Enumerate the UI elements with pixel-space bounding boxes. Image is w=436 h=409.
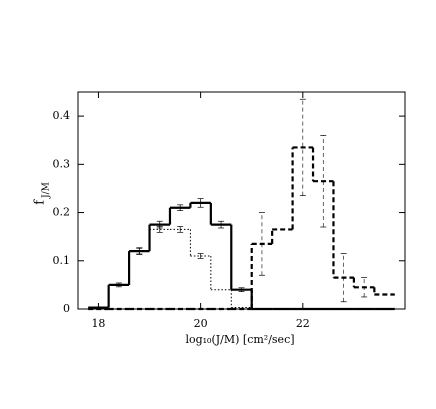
y-tick-label: 0.2 xyxy=(53,206,71,219)
y-tick-label: 0.4 xyxy=(53,109,71,122)
x-axis-label: log₁₀(J/M) [cm²/sec] xyxy=(185,333,294,346)
y-tick-label: 0.1 xyxy=(53,254,71,267)
y-axis-label-main: f xyxy=(33,199,48,205)
x-tick-label: 20 xyxy=(194,317,208,330)
y-tick-label: 0.3 xyxy=(53,157,71,170)
x-tick-label: 18 xyxy=(91,317,105,330)
y-axis-label-sub: J/M xyxy=(42,182,52,199)
x-tick-label: 22 xyxy=(296,317,310,330)
plot-frame xyxy=(77,91,406,310)
y-axis-label: f J/M xyxy=(33,182,52,205)
y-tick-label: 0 xyxy=(63,302,70,315)
